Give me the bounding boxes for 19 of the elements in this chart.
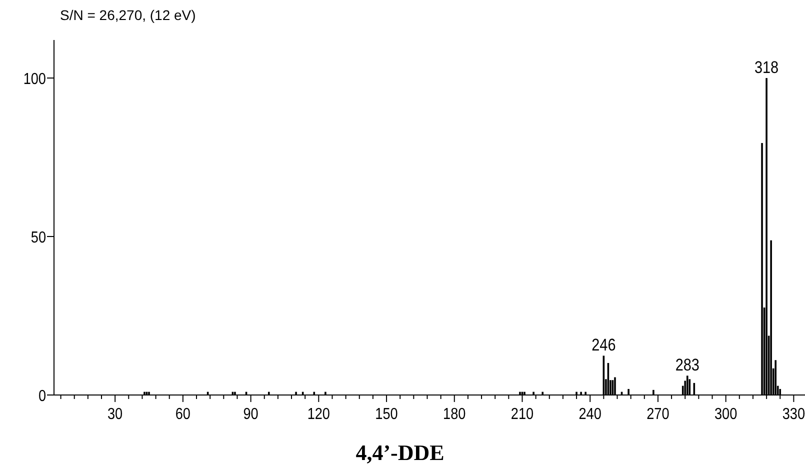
y-tick-label: 0 bbox=[38, 388, 46, 406]
y-tick-label: 100 bbox=[23, 71, 46, 88]
annotation: 283 bbox=[675, 356, 700, 375]
annotation: 318 bbox=[754, 59, 779, 78]
x-tick-label: 210 bbox=[510, 406, 534, 424]
x-tick-label: 330 bbox=[782, 406, 805, 424]
x-tick-label: 30 bbox=[108, 406, 123, 424]
x-tick-label: 180 bbox=[443, 406, 466, 424]
x-tick-label: 60 bbox=[175, 406, 190, 424]
text: 4,4’-DDE bbox=[356, 440, 444, 465]
x-tick-label: 240 bbox=[578, 406, 602, 424]
annotation: 246 bbox=[592, 336, 616, 356]
x-tick-label: 90 bbox=[243, 406, 258, 424]
chart-subtitle: S/N = 26,270, (12 eV) bbox=[60, 7, 196, 23]
x-tick-label: 300 bbox=[714, 406, 738, 424]
y-tick-label: 50 bbox=[30, 230, 46, 247]
x-tick-label: 270 bbox=[646, 406, 670, 424]
x-tick-label: 120 bbox=[307, 406, 330, 424]
x-tick-label: 150 bbox=[375, 406, 398, 424]
